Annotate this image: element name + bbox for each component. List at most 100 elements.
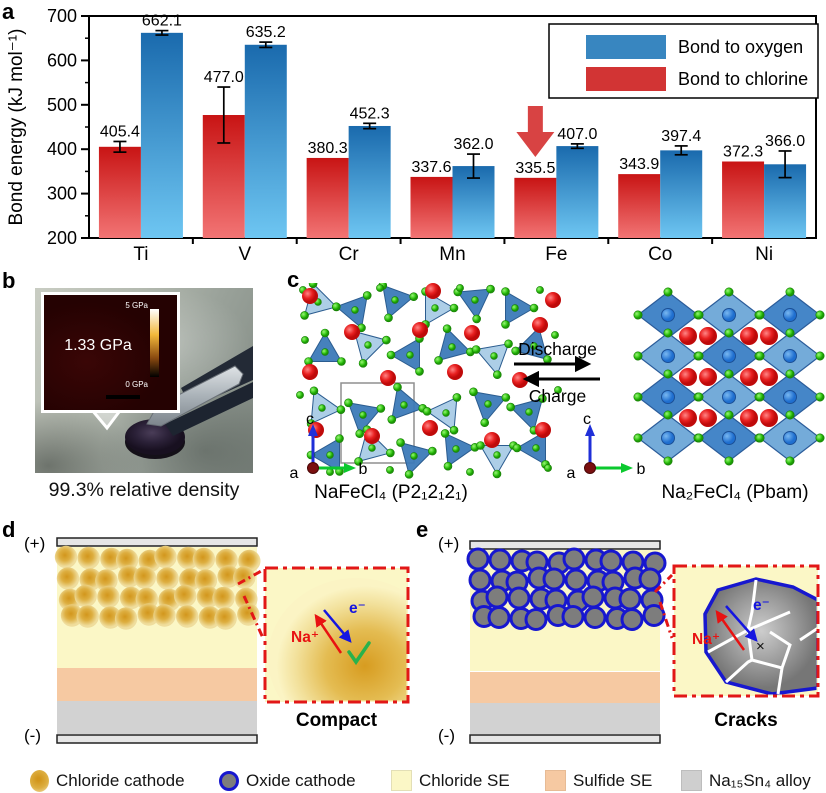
cl-atom (694, 392, 704, 402)
y-tick-label: 700 (47, 6, 77, 26)
chloride-cathode-particle (76, 605, 99, 628)
c-axis-label: c (306, 411, 314, 428)
cl-atom (331, 302, 341, 312)
bar-value-label: 335.5 (515, 160, 555, 177)
cl-atom (694, 433, 704, 443)
positive-terminal-label-e: (+) (438, 534, 460, 553)
legend-label: Chloride SE (419, 770, 510, 790)
cl-atom (785, 369, 795, 379)
fecl4-tetrahedron (425, 290, 455, 326)
crack-line (799, 627, 817, 642)
cl-atom (663, 410, 673, 420)
cl-atom (452, 445, 460, 453)
a-axis-dot (307, 462, 319, 474)
axes-left: c b a (290, 411, 368, 482)
oxide-cathode-particle (564, 568, 588, 592)
pellet-photo: 1.33 GPa 5 GPa 0 GPa (35, 288, 253, 473)
cl-atom (400, 401, 408, 409)
cl-atom (815, 392, 825, 402)
oxide-cathode-particle (466, 547, 490, 571)
chloride-cathode-particle (56, 567, 80, 590)
top-electrode (56, 537, 258, 547)
cl-atom (301, 336, 309, 344)
chloride-cathode-particle (215, 548, 238, 572)
fe-atom (722, 390, 736, 404)
electron-arrow (725, 605, 758, 642)
bar-value-label: 337.6 (411, 159, 451, 176)
bar-Fe-chlorine (514, 177, 557, 238)
cl-atom (466, 468, 474, 476)
cl-atom (492, 469, 502, 479)
na-atom (535, 422, 551, 438)
legend-swatch-1 (586, 67, 666, 91)
cl-atom (449, 425, 459, 435)
oxide-cathode-particle (581, 585, 605, 609)
cl-atom (633, 433, 643, 443)
cl-atom (815, 433, 825, 443)
fe-atom (722, 308, 736, 322)
cl-atom (471, 345, 481, 354)
reaction-arrows (514, 355, 600, 388)
oxide-cathode-particle (618, 587, 642, 611)
chloride-cathode-particle (154, 545, 177, 569)
compact-particle-blob (268, 578, 407, 701)
cl-atom (525, 408, 533, 416)
legend-item-oxide-cathode: Oxide cathode (219, 768, 356, 793)
highlight-down-arrow (516, 106, 555, 157)
bar-Mn-chlorine (410, 176, 453, 238)
chloride-cathode-particle (97, 585, 120, 609)
cracked-particle (703, 577, 817, 695)
cl-atom (486, 284, 495, 294)
na-atom (740, 409, 758, 427)
na-atom (302, 288, 318, 304)
na-ion-arrow (715, 609, 746, 651)
legend-item-chloride-cathode: Chloride cathode (30, 768, 185, 793)
fe-atom (661, 349, 675, 363)
cl-atom (409, 292, 419, 302)
cl-atom (449, 303, 459, 313)
x-category-label: Cr (339, 244, 360, 265)
oxide-cathode-particle (562, 547, 586, 571)
bar-Ti-oxygen (140, 32, 183, 238)
cl-atom (410, 452, 418, 460)
bar-Cr-oxygen (348, 125, 391, 238)
na-atom (344, 324, 360, 340)
legend-item-alloy: Na₁₅Sn₄ alloy (681, 768, 811, 793)
y-tick-label: 600 (47, 50, 77, 70)
oxide-cathode-swatch (219, 770, 239, 791)
cl-atom (633, 310, 643, 320)
cl-atom (393, 382, 402, 392)
oxide-cathode-particle (542, 567, 566, 591)
cl-atom (755, 310, 765, 320)
electron-label-e: e⁻ (753, 597, 770, 614)
b-axis-label: b (637, 461, 646, 478)
x-category-label: Co (648, 244, 672, 265)
discharge-label: Discharge (518, 339, 597, 359)
cl-atom (358, 359, 368, 368)
bottom-electrode (469, 734, 661, 744)
x-category-label: Ni (755, 244, 773, 265)
cl-atom (321, 348, 329, 356)
y-tick-label: 500 (47, 95, 77, 115)
alloy-swatch (681, 770, 702, 791)
chloride-cathode-particle (174, 584, 197, 608)
cl-atom (382, 335, 391, 345)
cl-atom (633, 392, 643, 402)
tweezers-lower-prong (165, 382, 253, 436)
chloride-cathode-particle (115, 548, 139, 572)
bar-value-label: 662.1 (142, 13, 182, 30)
cl-atom (536, 286, 544, 294)
cl-atom (785, 410, 795, 420)
sulfide-se-layer (57, 668, 257, 701)
compact-caption: Compact (295, 710, 378, 731)
cl-atom (406, 351, 414, 359)
top-electrode (469, 540, 661, 550)
cl-atom (551, 331, 559, 339)
cl-atom (469, 387, 478, 397)
na-ion-arrow (314, 613, 343, 654)
cl-atom (663, 456, 673, 466)
cl-atom (694, 351, 704, 361)
na-atom (302, 364, 318, 380)
bar-value-label: 343.9 (619, 156, 659, 173)
fecl4-tetrahedron (426, 396, 458, 432)
